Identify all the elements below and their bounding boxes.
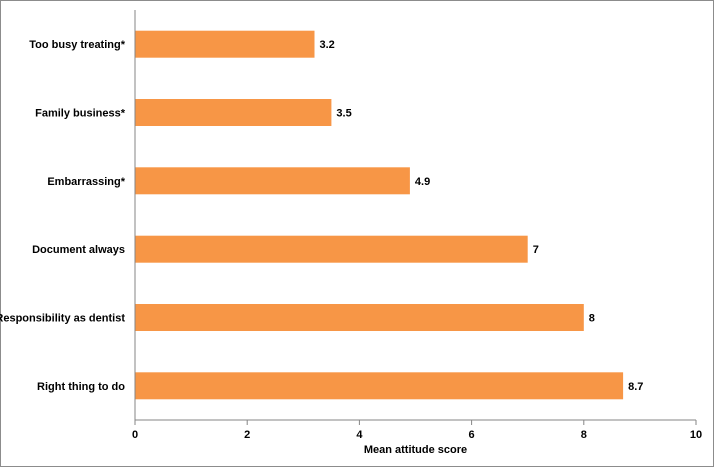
x-tick-label-4: 6 (469, 429, 475, 441)
category-label-3: Embarrassing* (47, 176, 125, 188)
bar-6 (135, 372, 624, 400)
bar-1 (135, 30, 315, 58)
category-label-5: Responsibility as dentist (0, 313, 125, 325)
value-label-5: 8 (589, 313, 595, 325)
x-tick-label-6: 10 (690, 429, 702, 441)
value-label-4: 7 (533, 244, 539, 256)
bar-4 (135, 235, 528, 263)
value-label-2: 3.5 (336, 108, 351, 120)
x-axis-title: Mean attitude score (364, 444, 467, 456)
x-axis (134, 10, 696, 421)
x-tick-label-5: 8 (581, 429, 587, 441)
category-labels: Too busy treating* Family business* Embarr… (0, 39, 126, 393)
category-label-4: Document always (32, 244, 125, 256)
value-label-6: 8.7 (628, 381, 643, 393)
value-labels: 3.2 3.5 4.9 7 8 8.7 (320, 39, 644, 393)
x-tick-label-3: 4 (356, 429, 363, 441)
bars (135, 30, 624, 400)
x-tick-label-1: 0 (132, 429, 138, 441)
category-label-1: Too busy treating* (29, 39, 125, 51)
bar-3 (135, 167, 410, 195)
x-axis-ticks: 0 2 4 6 8 10 (132, 420, 702, 441)
category-label-2: Family business* (35, 108, 126, 120)
bar-2 (135, 99, 332, 126)
x-tick-label-2: 2 (244, 429, 250, 441)
value-label-3: 4.9 (415, 176, 430, 188)
value-label-1: 3.2 (320, 39, 335, 51)
category-label-6: Right thing to do (37, 381, 125, 393)
bar-5 (135, 304, 584, 331)
